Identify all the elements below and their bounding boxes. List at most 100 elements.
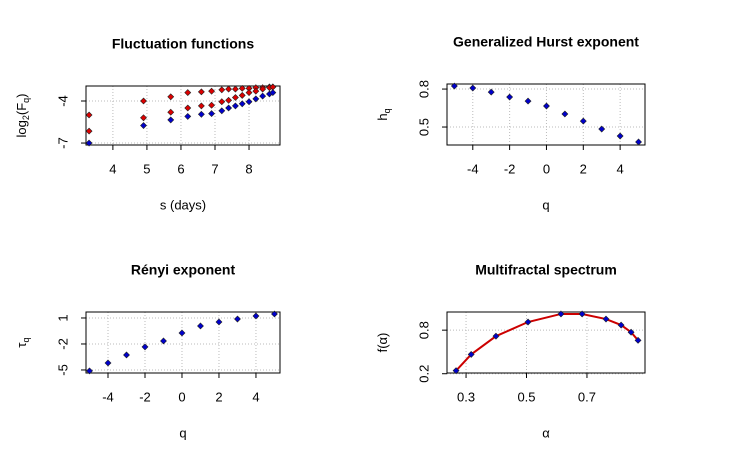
- point: [86, 367, 93, 375]
- point: [140, 97, 147, 105]
- x-axis-label: α: [542, 425, 550, 440]
- point: [140, 114, 147, 122]
- y-tick-label: -2: [55, 338, 70, 350]
- plot-frame: [85, 85, 281, 146]
- point: [104, 359, 112, 367]
- point: [492, 332, 500, 340]
- point: [579, 117, 587, 125]
- point: [252, 312, 260, 320]
- fit-line: [455, 312, 639, 372]
- point: [234, 315, 241, 323]
- y-axis-label-part: log: [14, 120, 29, 137]
- point: [141, 343, 149, 351]
- point: [252, 95, 260, 103]
- y-axis-label: τq: [14, 337, 31, 347]
- x-tick-label: 0: [178, 389, 185, 404]
- plot-frame: [446, 311, 646, 374]
- point: [245, 89, 253, 97]
- point: [208, 110, 216, 118]
- x-axis-label: s (days): [160, 197, 206, 212]
- x-tick-label: 7: [211, 161, 218, 176]
- point: [140, 122, 147, 129]
- y-axis-label-part: q: [382, 108, 392, 113]
- chart-title: Fluctuation functions: [112, 36, 255, 52]
- point: [271, 310, 278, 318]
- y-axis-label: log2(Fq): [14, 93, 31, 137]
- point: [635, 138, 642, 146]
- point: [197, 110, 205, 118]
- y-axis-label-part: ): [14, 93, 29, 97]
- point: [561, 110, 569, 118]
- point: [184, 112, 192, 120]
- x-tick-label: 2: [580, 161, 587, 176]
- point: [238, 84, 246, 92]
- point: [602, 315, 610, 323]
- point: [252, 87, 260, 95]
- point: [467, 350, 475, 358]
- point: [543, 102, 550, 110]
- x-tick-label: 0.3: [457, 389, 475, 404]
- y-axis-label: f(α): [375, 333, 390, 353]
- y-tick-label: 0.5: [416, 118, 431, 136]
- point: [225, 85, 233, 93]
- point: [123, 351, 130, 359]
- x-tick-label: 6: [177, 161, 184, 176]
- x-tick-label: -2: [139, 389, 151, 404]
- point: [167, 93, 175, 101]
- y-axis-label-part: q: [21, 337, 31, 342]
- y-tick-label: -5: [55, 364, 70, 376]
- point: [167, 108, 175, 116]
- point: [184, 104, 192, 112]
- chart-title: Rényi exponent: [131, 262, 236, 278]
- chart-title: Generalized Hurst exponent: [453, 34, 639, 50]
- x-tick-label: 5: [143, 161, 150, 176]
- x-tick-label: 4: [617, 161, 624, 176]
- y-tick-label: -4: [55, 95, 70, 107]
- point: [225, 104, 233, 112]
- y-tick-label: 0.2: [416, 365, 431, 383]
- x-tick-label: 0.5: [517, 389, 535, 404]
- point: [259, 85, 267, 93]
- point: [238, 100, 246, 108]
- point: [617, 321, 625, 329]
- point: [218, 107, 226, 115]
- point: [225, 96, 233, 104]
- point: [218, 98, 226, 106]
- x-tick-label: 0: [543, 161, 550, 176]
- point: [184, 89, 192, 97]
- point: [578, 310, 586, 318]
- point: [598, 125, 606, 133]
- y-axis-label-part: q: [21, 98, 31, 103]
- x-tick-label: -2: [504, 161, 516, 176]
- y-tick-label: -7: [55, 137, 70, 149]
- plot-frame: [85, 311, 281, 374]
- point: [524, 97, 532, 105]
- point: [197, 102, 205, 110]
- point: [245, 98, 253, 106]
- y-tick-label: 1: [55, 314, 70, 321]
- point: [231, 85, 239, 93]
- point: [634, 336, 642, 344]
- y-axis-label: hq: [375, 108, 392, 120]
- point: [506, 93, 514, 101]
- plot-frame: [446, 83, 646, 146]
- y-tick-label: 0.8: [416, 321, 431, 339]
- x-tick-label: -4: [102, 389, 114, 404]
- point: [231, 94, 239, 101]
- point: [215, 318, 223, 326]
- point: [218, 86, 226, 94]
- x-tick-label: 4: [109, 161, 116, 176]
- point: [259, 92, 267, 100]
- point: [197, 322, 204, 330]
- y-axis-label-part: f(α): [375, 333, 390, 353]
- point: [178, 329, 186, 337]
- chart-title: Multifractal spectrum: [475, 262, 617, 278]
- point: [160, 337, 167, 345]
- point: [487, 88, 495, 96]
- x-tick-label: 0.7: [578, 389, 596, 404]
- point: [231, 102, 239, 110]
- point: [85, 139, 93, 147]
- x-tick-label: 2: [215, 389, 222, 404]
- y-axis-label-part: (F: [14, 103, 29, 115]
